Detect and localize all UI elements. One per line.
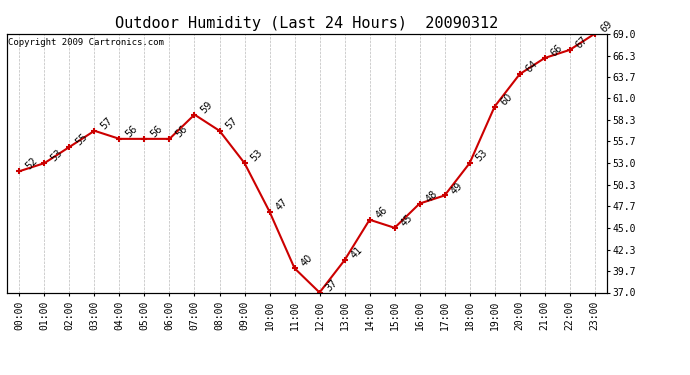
Text: 49: 49 xyxy=(448,180,464,196)
Text: 53: 53 xyxy=(474,148,490,164)
Text: 53: 53 xyxy=(248,148,264,164)
Text: 52: 52 xyxy=(23,156,39,172)
Text: 47: 47 xyxy=(274,196,290,212)
Text: 41: 41 xyxy=(348,245,364,261)
Text: 56: 56 xyxy=(174,124,190,140)
Text: 37: 37 xyxy=(324,277,339,293)
Text: 56: 56 xyxy=(124,124,139,140)
Text: 53: 53 xyxy=(48,148,64,164)
Text: 66: 66 xyxy=(549,43,564,58)
Text: 69: 69 xyxy=(599,19,615,34)
Text: 40: 40 xyxy=(299,253,315,269)
Text: 57: 57 xyxy=(99,116,115,131)
Text: 56: 56 xyxy=(148,124,164,140)
Text: 48: 48 xyxy=(424,188,440,204)
Title: Outdoor Humidity (Last 24 Hours)  20090312: Outdoor Humidity (Last 24 Hours) 2009031… xyxy=(115,16,499,31)
Text: 60: 60 xyxy=(499,92,515,107)
Text: 57: 57 xyxy=(224,116,239,131)
Text: 67: 67 xyxy=(574,35,590,51)
Text: Copyright 2009 Cartronics.com: Copyright 2009 Cartronics.com xyxy=(8,38,164,46)
Text: 64: 64 xyxy=(524,59,540,75)
Text: 45: 45 xyxy=(399,213,415,228)
Text: 55: 55 xyxy=(74,132,90,148)
Text: 59: 59 xyxy=(199,99,215,115)
Text: 46: 46 xyxy=(374,205,389,220)
